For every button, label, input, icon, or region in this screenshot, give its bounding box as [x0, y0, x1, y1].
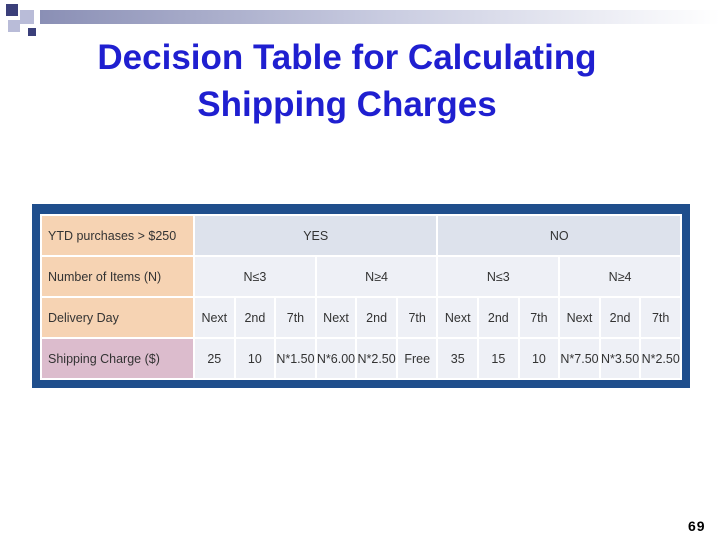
- table-row: Shipping Charge ($) 25 10 N*1.50 N*6.00 N*2.5…: [42, 339, 680, 378]
- table-cell: 2nd: [479, 298, 518, 337]
- table-cell: N*2.50: [357, 339, 396, 378]
- table-cell: NO: [438, 216, 680, 255]
- table-cell: 35: [438, 339, 478, 378]
- table-cell: 7th: [519, 298, 559, 337]
- table-cell: N≤3: [438, 257, 559, 296]
- deco-square: [6, 4, 18, 16]
- table-row: Number of Items (N) N≤3 N≥4 N≤3 N≥4: [42, 257, 680, 296]
- title: Decision Table for Calculating Shipping …: [97, 38, 597, 124]
- table-cell: N≥4: [316, 257, 437, 296]
- decision-table: YTD purchases > $250 YES NO Number of Items…: [40, 214, 682, 380]
- page-number: 69: [688, 518, 706, 534]
- table-cell: 7th: [276, 298, 315, 337]
- header-bar: [40, 10, 720, 24]
- row-label: Shipping Charge ($): [42, 339, 193, 378]
- table-cell: Free: [397, 339, 437, 378]
- table-cell: N*6.00: [316, 339, 356, 378]
- deco-square: [28, 28, 36, 36]
- table-cell: N*1.50: [276, 339, 315, 378]
- deco-square: [20, 10, 34, 24]
- row-label: Number of Items (N): [42, 257, 193, 296]
- table-cell: 25: [195, 339, 234, 378]
- table-cell: N≤3: [195, 257, 315, 296]
- table-row: YTD purchases > $250 YES NO: [42, 216, 680, 255]
- table-cell: 7th: [641, 298, 680, 337]
- table-cell: 10: [235, 339, 275, 378]
- table-cell: YES: [195, 216, 437, 255]
- table-cell: 2nd: [235, 298, 275, 337]
- table-cell: Next: [560, 298, 599, 337]
- table-row: Delivery Day Next 2nd 7th Next 2nd 7th Next 2nd 7…: [42, 298, 680, 337]
- table-cell: 2nd: [600, 298, 640, 337]
- table-cell: N*3.50: [600, 339, 640, 378]
- row-label: YTD purchases > $250: [42, 216, 193, 255]
- table-cell: 7th: [397, 298, 437, 337]
- table-cell: 15: [479, 339, 518, 378]
- table-cell: N≥4: [560, 257, 680, 296]
- row-label: Delivery Day: [42, 298, 193, 337]
- table-cell: 10: [519, 339, 559, 378]
- table-cell: N*7.50: [560, 339, 599, 378]
- table-cell: 2nd: [357, 298, 396, 337]
- table-cell: Next: [316, 298, 356, 337]
- table-cell: Next: [195, 298, 234, 337]
- deco-square: [8, 20, 20, 32]
- table-cell: Next: [438, 298, 478, 337]
- table-cell: N*2.50: [641, 339, 680, 378]
- table-frame: YTD purchases > $250 YES NO Number of Items…: [32, 204, 690, 388]
